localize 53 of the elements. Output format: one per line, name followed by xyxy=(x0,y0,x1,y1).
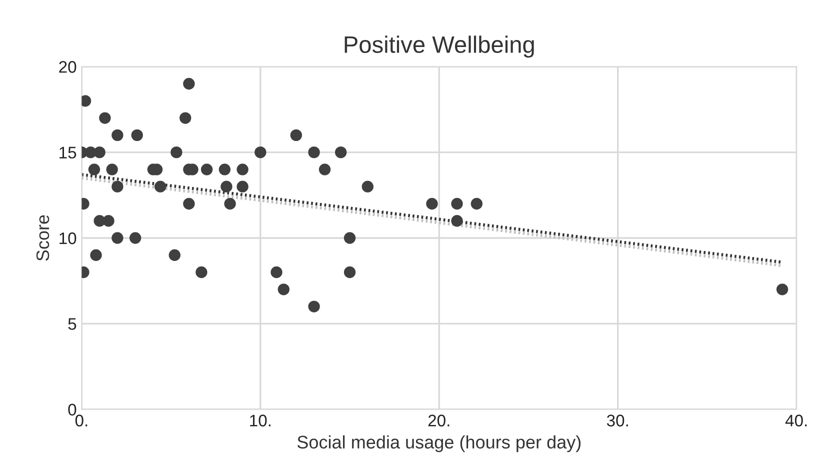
point xyxy=(308,300,320,312)
point xyxy=(180,112,192,124)
y-tick-label: 20 xyxy=(59,61,76,73)
x-axis-title: Social media usage (hours per day) xyxy=(297,435,581,452)
point xyxy=(308,146,320,158)
point xyxy=(362,180,374,192)
point xyxy=(224,198,236,210)
point xyxy=(129,232,142,244)
y-axis-title: Score xyxy=(36,215,50,261)
x-tick-label: 20. xyxy=(428,414,450,426)
point xyxy=(168,249,180,261)
y-tick-label: 15 xyxy=(60,146,76,159)
y-tick-label: 0 xyxy=(68,404,76,416)
point xyxy=(131,129,143,142)
point xyxy=(94,146,106,158)
point xyxy=(236,164,248,176)
x-tick-label: 30. xyxy=(606,414,628,426)
point xyxy=(470,198,483,210)
point xyxy=(99,112,111,124)
point xyxy=(102,215,114,227)
point xyxy=(183,78,195,90)
point xyxy=(88,164,100,176)
point xyxy=(112,232,124,244)
point xyxy=(196,266,208,278)
y-tick-label: 5 xyxy=(68,318,76,330)
chart-title: Positive Wellbeing xyxy=(344,36,534,58)
x-tick-label: 40. xyxy=(785,414,807,426)
point xyxy=(776,284,788,296)
point xyxy=(218,164,231,176)
x-tick-label: 0. xyxy=(75,414,88,426)
point xyxy=(106,164,118,176)
point xyxy=(270,266,282,278)
point xyxy=(426,198,438,210)
point xyxy=(154,180,166,192)
point xyxy=(344,266,356,278)
point xyxy=(170,146,182,158)
point xyxy=(236,180,248,192)
point xyxy=(334,146,347,158)
point xyxy=(451,215,463,227)
point xyxy=(254,146,266,158)
point xyxy=(220,180,232,192)
x-tick-label: 10. xyxy=(250,414,270,426)
point xyxy=(318,164,331,176)
point xyxy=(451,198,463,210)
point xyxy=(200,164,213,176)
point xyxy=(183,198,195,210)
point xyxy=(112,129,124,142)
y-tick-label: 10 xyxy=(60,232,76,244)
point xyxy=(90,249,102,261)
point xyxy=(278,284,290,296)
point xyxy=(290,129,302,142)
point xyxy=(112,180,124,192)
point xyxy=(344,232,356,244)
